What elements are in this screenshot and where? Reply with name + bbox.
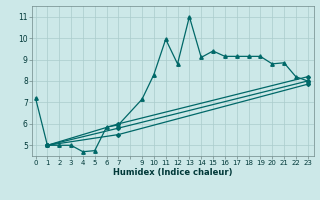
X-axis label: Humidex (Indice chaleur): Humidex (Indice chaleur) (113, 168, 233, 177)
